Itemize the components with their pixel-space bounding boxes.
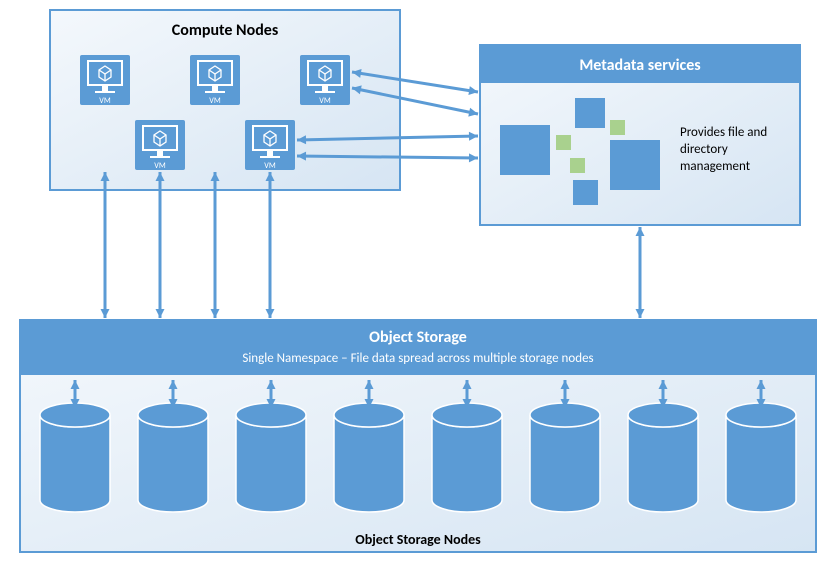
compute-nodes-panel: Compute Nodes VM VM VM VM VM bbox=[50, 10, 400, 190]
vm-label: VM bbox=[264, 161, 276, 171]
storage-cylinder bbox=[628, 403, 698, 512]
storage-footer: Object Storage Nodes bbox=[355, 531, 481, 548]
storage-title: Object Storage bbox=[369, 328, 467, 347]
vm-icon: VM bbox=[135, 120, 185, 171]
metadata-block bbox=[570, 158, 585, 173]
metadata-block bbox=[500, 125, 550, 175]
metadata-block bbox=[610, 140, 660, 190]
storage-cylinder bbox=[40, 403, 110, 512]
storage-subtitle: Single Namespace – File data spread acro… bbox=[242, 351, 593, 366]
storage-cylinder bbox=[138, 403, 208, 512]
vm-icon: VM bbox=[190, 55, 240, 106]
metadata-title: Metadata services bbox=[579, 56, 700, 75]
storage-cylinder bbox=[334, 403, 404, 512]
storage-cylinder bbox=[530, 403, 600, 512]
metadata-block bbox=[556, 135, 571, 150]
vm-icon: VM bbox=[300, 55, 350, 106]
architecture-diagram: Compute Nodes VM VM VM VM VM Metadata services… bbox=[0, 0, 836, 569]
storage-cylinder bbox=[432, 403, 502, 512]
vm-label: VM bbox=[319, 96, 331, 106]
vm-label: VM bbox=[154, 161, 166, 171]
metadata-block bbox=[610, 120, 625, 135]
object-storage-panel: Object Storage Single Namespace – File da… bbox=[20, 320, 816, 552]
vm-icon: VM bbox=[245, 120, 295, 171]
metadata-block bbox=[573, 180, 598, 205]
storage-cylinder bbox=[726, 403, 796, 512]
compute-title: Compute Nodes bbox=[172, 21, 278, 40]
vm-icon: VM bbox=[80, 55, 130, 106]
storage-cylinder bbox=[236, 403, 306, 512]
metadata-panel: Metadata services Provides file and direc… bbox=[480, 45, 800, 225]
vm-label: VM bbox=[99, 96, 111, 106]
vm-label: VM bbox=[209, 96, 221, 106]
metadata-desc: Provides file and directory management bbox=[680, 125, 790, 176]
metadata-block bbox=[575, 98, 605, 128]
